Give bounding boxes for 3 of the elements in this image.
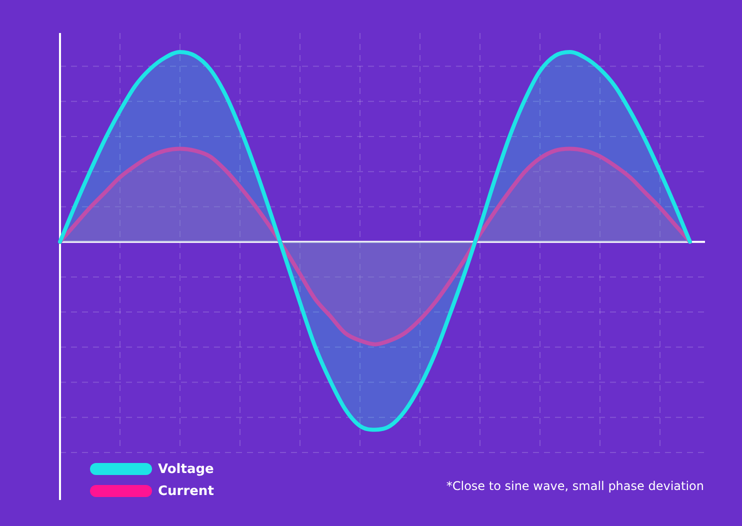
text: *Close to sine wave, small phase deviation bbox=[446, 479, 704, 493]
legend-label: Current bbox=[158, 484, 214, 498]
legend-label: Voltage bbox=[158, 462, 214, 476]
